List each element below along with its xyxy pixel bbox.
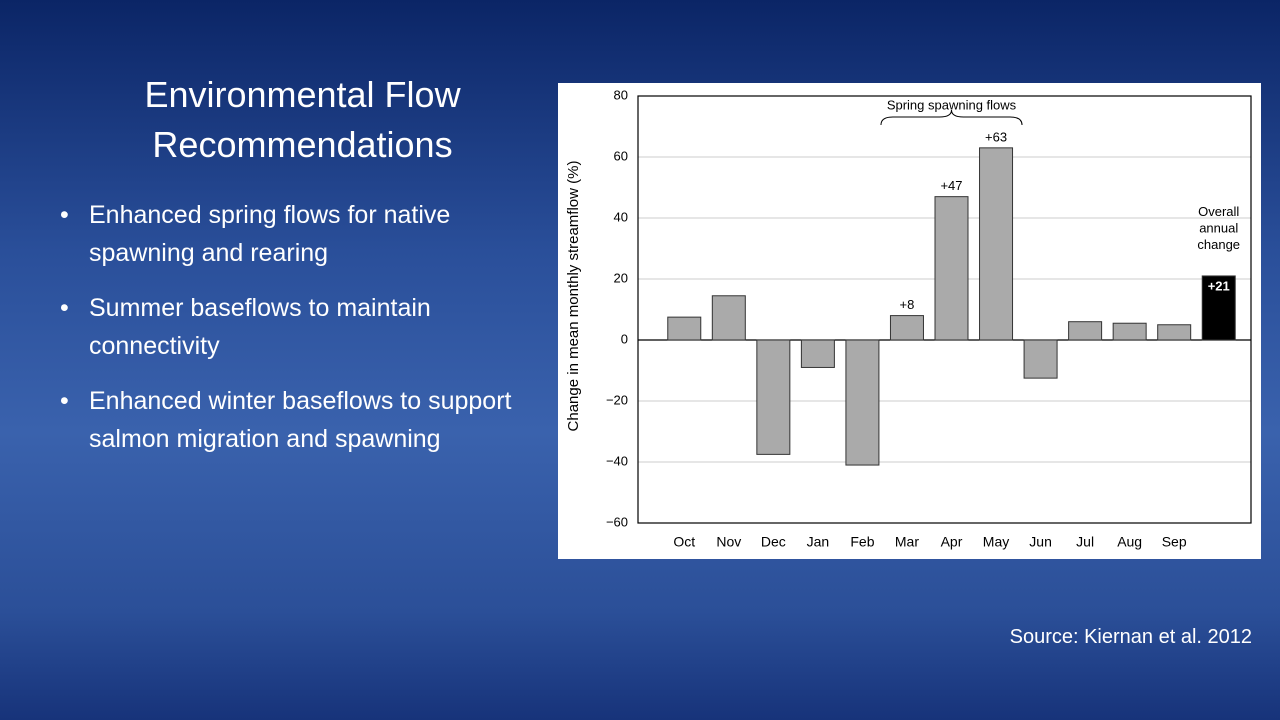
x-tick-label: Jan — [807, 534, 830, 550]
y-tick-label: −60 — [606, 514, 628, 529]
bullet: Enhanced spring flows for native spawnin… — [60, 196, 530, 272]
bar — [1201, 275, 1236, 341]
x-tick-label: Aug — [1117, 534, 1142, 550]
value-label: +8 — [900, 297, 915, 312]
value-label: +63 — [985, 129, 1007, 144]
bullet: Enhanced winter baseflows to support sal… — [60, 382, 530, 458]
title-line: Environmental Flow — [144, 74, 461, 115]
bar — [845, 339, 880, 466]
bar — [756, 339, 791, 455]
bar — [1157, 324, 1192, 341]
brace — [880, 109, 1023, 126]
bar — [1112, 322, 1147, 341]
annotation: Spring spawning flows — [887, 97, 1017, 112]
y-tick-label: 20 — [614, 270, 628, 285]
y-tick-label: −20 — [606, 392, 628, 407]
x-tick-label: Feb — [850, 534, 874, 550]
plot-frame — [637, 95, 1252, 524]
x-tick-label: Jul — [1076, 534, 1094, 550]
y-tick-label: 80 — [614, 87, 628, 102]
x-tick-label: May — [983, 534, 1009, 550]
source: Source: Kiernan et al. 2012 — [1009, 626, 1252, 648]
bar — [934, 196, 969, 341]
value-label: +21 — [1208, 278, 1230, 293]
bar — [800, 339, 835, 368]
bar — [1023, 339, 1058, 379]
x-tick-label: Dec — [761, 534, 786, 550]
x-tick-label: Oct — [673, 534, 695, 550]
chart: Change in mean monthly streamflow (%) −6… — [558, 83, 1261, 559]
x-tick-label: Jun — [1029, 534, 1052, 550]
annotation-line: annual — [1199, 221, 1238, 236]
x-tick-label: Sep — [1162, 534, 1187, 550]
bar — [711, 295, 746, 341]
bar — [667, 316, 702, 341]
bar — [979, 147, 1014, 341]
value-label: +47 — [940, 178, 962, 193]
y-tick-label: 60 — [614, 148, 628, 163]
x-tick-label: Mar — [895, 534, 919, 550]
y-axis-label: Change in mean monthly streamflow (%) — [565, 161, 582, 432]
bar — [1068, 321, 1103, 341]
y-tick-label: −40 — [606, 453, 628, 468]
bullet-list: Enhanced spring flows for native spawnin… — [60, 196, 530, 475]
x-tick-label: Apr — [941, 534, 963, 550]
y-tick-label: 0 — [621, 331, 628, 346]
slide-title: Environmental Flow Recommendations — [60, 70, 545, 170]
bullet: Summer baseflows to maintain connectivit… — [60, 289, 530, 365]
annotation: Overall annual change — [1197, 204, 1240, 252]
y-tick-label: 40 — [614, 209, 628, 224]
x-tick-label: Nov — [716, 534, 741, 550]
bar — [889, 315, 924, 341]
annotation-line: Overall — [1198, 204, 1239, 219]
title-line: Recommendations — [152, 124, 453, 165]
annotation-line: change — [1197, 237, 1240, 252]
